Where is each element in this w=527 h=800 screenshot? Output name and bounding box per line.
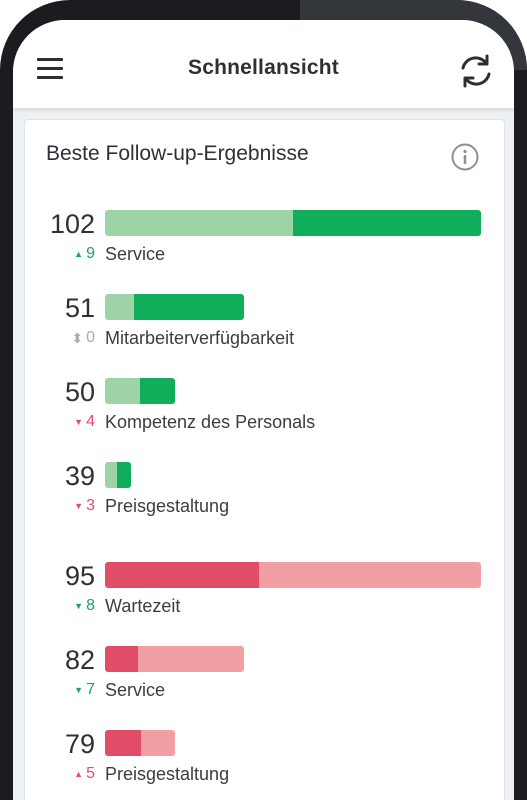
trend-delta: ⬍ 0 (71, 329, 95, 347)
result-item[interactable]: 102 ▲ 9 Service (25, 209, 504, 269)
result-label: Mitarbeiterverfügbarkeit (105, 328, 295, 348)
result-bar (105, 730, 175, 756)
results-card: Beste Follow-up-Ergebnisse 102 ▲ 9 Service 5… (24, 119, 505, 800)
result-item[interactable]: 82 ▼ 7 Service (25, 645, 504, 705)
result-item[interactable]: 50 ▼ 4 Kompetenz des Personals (25, 377, 504, 437)
result-label: Service (105, 680, 166, 700)
result-label: Service (105, 244, 166, 264)
app-header: Schnellansicht (13, 20, 514, 108)
result-value: 51 (64, 293, 95, 323)
bar-current-segment (134, 294, 244, 320)
result-bar (105, 210, 481, 236)
info-icon (451, 143, 479, 171)
trend-delta: ▲ 5 (74, 765, 95, 783)
bar-previous-segment (259, 562, 481, 588)
bar-current-segment (105, 730, 141, 756)
result-value: 79 (64, 729, 95, 759)
triangle-up-icon: ▲ (74, 249, 84, 259)
delta-value: 8 (86, 597, 95, 614)
bar-previous-segment (105, 462, 117, 488)
result-item[interactable]: 79 ▲ 5 Preisgestaltung (25, 729, 504, 789)
triangle-down-icon: ▼ (74, 501, 84, 511)
result-label: Preisgestaltung (105, 764, 230, 784)
result-bar (105, 378, 175, 404)
delta-value: 7 (86, 681, 95, 698)
delta-value: 0 (86, 329, 95, 346)
result-label: Preisgestaltung (105, 496, 230, 516)
bar-current-segment (105, 646, 138, 672)
delta-value: 5 (86, 765, 95, 782)
result-item[interactable]: 51 ⬍ 0 Mitarbeiterverfügbarkeit (25, 293, 504, 353)
trend-delta: ▼ 3 (74, 497, 95, 515)
result-label: Kompetenz des Personals (105, 412, 316, 432)
triangle-down-icon: ▼ (74, 685, 84, 695)
result-value: 50 (64, 377, 95, 407)
card-title: Beste Follow-up-Ergebnisse (46, 142, 309, 165)
result-item[interactable]: 39 ▼ 3 Preisgestaltung (25, 461, 504, 521)
page-title: Schnellansicht (187, 56, 339, 79)
result-value: 95 (64, 561, 95, 591)
sort-neutral-icon: ⬍ (71, 330, 84, 346)
menu-icon-line (37, 76, 63, 79)
menu-icon (37, 58, 63, 61)
triangle-up-icon: ▲ (74, 769, 84, 779)
menu-button[interactable] (37, 58, 65, 82)
refresh-button[interactable] (458, 54, 494, 88)
trend-delta: ▲ 9 (74, 245, 95, 263)
bar-previous-segment (105, 378, 140, 404)
bar-current-segment (117, 462, 131, 488)
trend-delta: ▼ 8 (74, 597, 95, 615)
triangle-down-icon: ▼ (74, 417, 84, 427)
result-bar (105, 562, 481, 588)
result-value: 39 (64, 461, 95, 491)
bar-previous-segment (105, 294, 134, 320)
delta-value: 9 (86, 245, 95, 262)
bar-previous-segment (141, 730, 175, 756)
result-value: 82 (64, 645, 95, 675)
result-bar (105, 462, 131, 488)
delta-value: 4 (86, 413, 95, 430)
bar-previous-segment (105, 210, 293, 236)
result-item[interactable]: 95 ▼ 8 Wartezeit (25, 561, 504, 621)
result-value: 102 (49, 209, 95, 239)
result-label: Wartezeit (105, 596, 181, 616)
refresh-icon (461, 54, 491, 88)
result-bar (105, 646, 244, 672)
delta-value: 3 (86, 497, 95, 514)
phone-screen: Schnellansicht Beste Follow-up-Ergebniss… (13, 20, 514, 800)
bar-current-segment (105, 562, 259, 588)
bar-current-segment (293, 210, 481, 236)
bar-previous-segment (138, 646, 244, 672)
result-bar (105, 294, 244, 320)
menu-icon-line (37, 67, 63, 70)
trend-delta: ▼ 4 (74, 413, 95, 431)
trend-delta: ▼ 7 (74, 681, 95, 699)
bar-current-segment (140, 378, 175, 404)
triangle-down-icon: ▼ (74, 601, 84, 611)
info-button[interactable] (450, 142, 480, 172)
